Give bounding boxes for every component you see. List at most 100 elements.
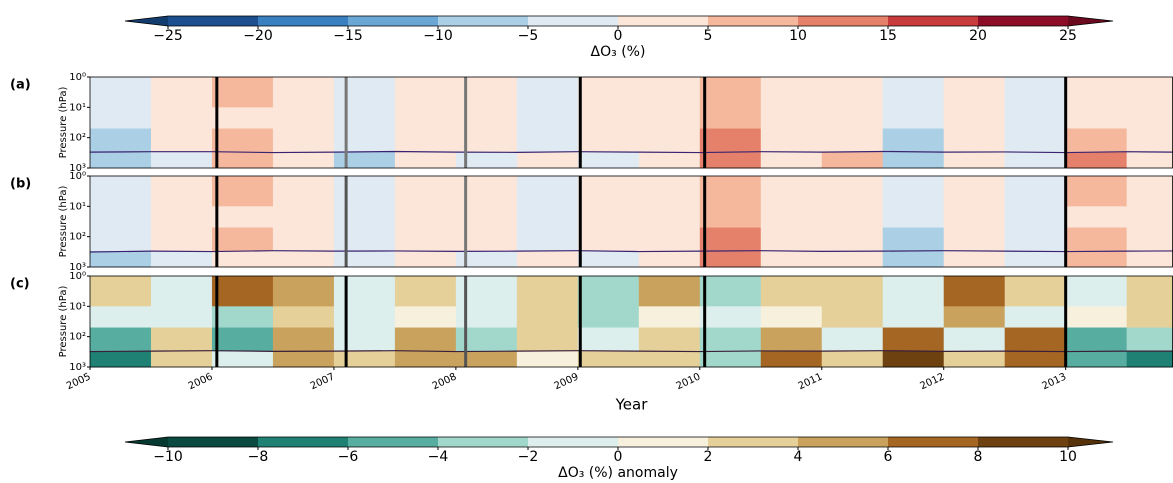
heatmap-cell: [90, 107, 152, 130]
colorbar-tick-label: 6: [884, 449, 893, 465]
heatmap-cell: [577, 251, 640, 268]
heatmap-cell: [577, 351, 640, 368]
colorbar-extend: [125, 16, 168, 26]
heatmap-cell: [943, 152, 1006, 169]
heatmap-cell: [1126, 251, 1173, 268]
heatmap-cell: [1065, 306, 1128, 329]
y-tick-label: 10²: [69, 332, 86, 343]
heatmap-cell: [638, 306, 701, 329]
colorbar-tick-label: −6: [338, 449, 359, 465]
heatmap-cell: [333, 176, 396, 207]
heatmap-cell: [211, 152, 274, 169]
heatmap-cell: [1065, 107, 1128, 130]
heatmap-cell: [1126, 306, 1173, 329]
heatmap-cell: [394, 306, 457, 329]
heatmap-cell: [577, 276, 640, 307]
heatmap-cell: [821, 152, 884, 169]
heatmap-cell: [150, 128, 213, 153]
heatmap-cell: [1065, 327, 1128, 352]
colorbar-patch: [798, 16, 889, 26]
heatmap-cell: [211, 128, 274, 153]
x-tick-label: 2013: [1040, 371, 1068, 392]
heatmap-cell: [882, 306, 945, 329]
heatmap-cell: [1065, 77, 1128, 108]
heatmap-cell: [1065, 251, 1128, 268]
heatmap-cell: [943, 107, 1006, 130]
heatmap-cell: [577, 77, 640, 108]
x-tick-label: 2010: [675, 371, 703, 392]
heatmap-cell: [1004, 77, 1067, 108]
y-axis-label: Pressure (hPa): [58, 286, 69, 358]
heatmap-cell: [1004, 152, 1067, 169]
heatmap-cell: [699, 276, 762, 307]
heatmap-cell: [821, 128, 884, 153]
heatmap-cell: [394, 351, 457, 368]
heatmap-cell: [90, 176, 152, 207]
colorbar-patch: [798, 437, 889, 447]
heatmap-cell: [455, 251, 518, 268]
heatmap-cell: [699, 176, 762, 207]
heatmap-cell: [882, 152, 945, 169]
heatmap-cell: [882, 351, 945, 368]
heatmap-cell: [699, 327, 762, 352]
y-tick-label: 10¹: [69, 102, 86, 113]
heatmap-cell: [272, 176, 335, 207]
y-tick-label: 10³: [69, 163, 86, 174]
colorbar-tick-label: 20: [969, 28, 987, 44]
heatmap-cell: [760, 251, 823, 268]
heatmap-cell: [394, 77, 457, 108]
colorbar-patch: [618, 437, 709, 447]
colorbar-tick-label: 10: [789, 28, 807, 44]
colorbar-label: ΔO₃ (%): [591, 44, 646, 60]
heatmap-cell: [516, 128, 579, 153]
y-axis-label: Pressure (hPa): [58, 186, 69, 258]
heatmap-cell: [516, 351, 579, 368]
panel-label: (b): [10, 177, 31, 192]
heatmap-cell: [211, 327, 274, 352]
heatmap-cell: [333, 351, 396, 368]
heatmap-cell: [638, 176, 701, 207]
heatmap-cell: [1126, 107, 1173, 130]
colorbar-patch: [708, 437, 799, 447]
heatmap-cell: [516, 327, 579, 352]
heatmap-cell: [882, 276, 945, 307]
heatmap-cell: [638, 107, 701, 130]
heatmap-cell: [333, 77, 396, 108]
heatmap-cell: [1065, 176, 1128, 207]
heatmap-cell: [333, 107, 396, 130]
heatmap-cell: [760, 206, 823, 229]
heatmap-cell: [699, 206, 762, 229]
heatmap-cell: [211, 107, 274, 130]
heatmap: [90, 77, 1173, 169]
heatmap-cell: [211, 251, 274, 268]
heatmap-cell: [882, 251, 945, 268]
y-tick-label: 10¹: [69, 201, 86, 212]
heatmap-cell: [272, 276, 335, 307]
heatmap-cell: [760, 77, 823, 108]
heatmap-cell: [90, 128, 152, 153]
heatmap-cell: [333, 152, 396, 169]
heatmap-cell: [1065, 128, 1128, 153]
heatmap-cell: [943, 206, 1006, 229]
heatmap-cell: [90, 251, 152, 268]
tropopause-line: [90, 250, 1173, 253]
heatmap-cell: [821, 351, 884, 368]
heatmap-cell: [699, 107, 762, 130]
heatmap-cell: [638, 206, 701, 229]
heatmap-cell: [150, 176, 213, 207]
heatmap-cell: [455, 351, 518, 368]
heatmap-cell: [943, 306, 1006, 329]
heatmap-cell: [211, 77, 274, 108]
heatmap-cell: [394, 227, 457, 252]
tropopause-line: [90, 150, 1173, 154]
heatmap-cell: [272, 77, 335, 108]
heatmap-cell: [90, 227, 152, 252]
heatmap-cell: [272, 251, 335, 268]
colorbar-tick-label: 0: [614, 449, 623, 465]
heatmap-cell: [333, 227, 396, 252]
heatmap: [90, 176, 1173, 268]
heatmap-cell: [394, 128, 457, 153]
colorbar-patch: [258, 16, 349, 26]
heatmap-cell: [516, 276, 579, 307]
